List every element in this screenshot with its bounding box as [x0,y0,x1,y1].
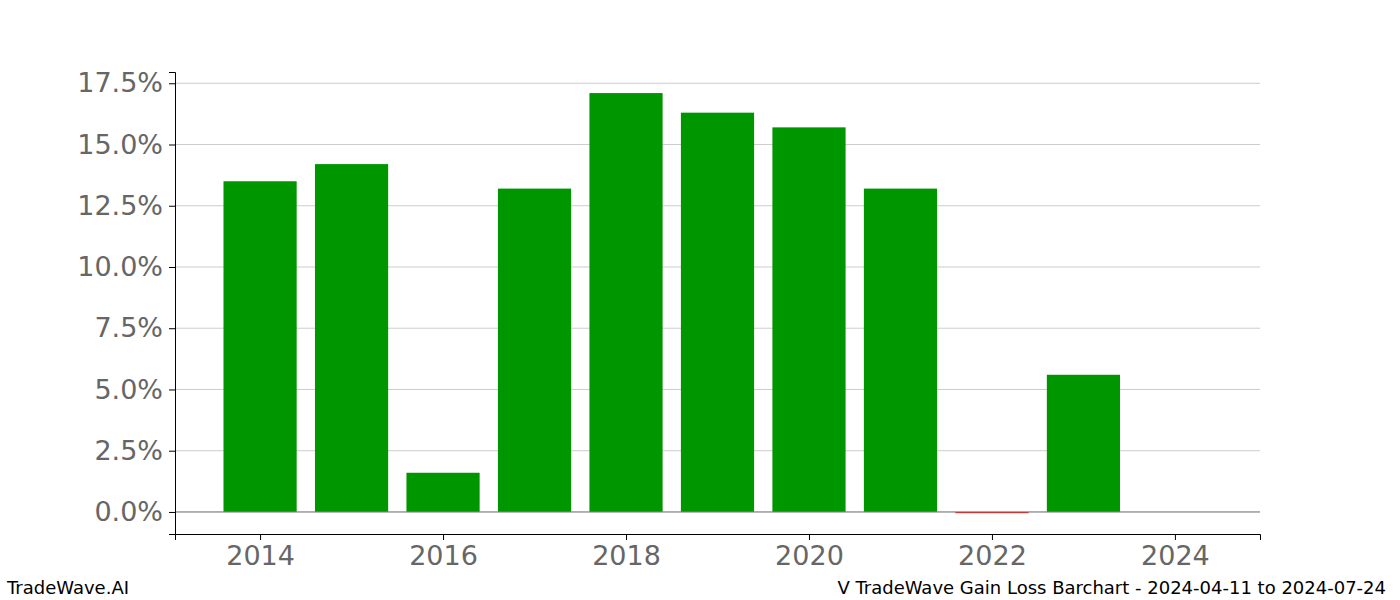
grid-line [175,511,1260,512]
x-axis: 2014 2016 2018 2020 2022 2024 [176,534,1261,571]
y-tick-label: 17.5% [77,67,163,98]
y-tick-label: 0.0% [94,496,163,527]
y-axis-line [169,73,176,535]
y-tick: 15.0% [77,129,175,160]
bar [589,93,662,512]
x-tick-label: 2022 [958,540,1027,571]
y-tick: 10.0% [77,251,175,282]
y-tick: 2.5% [94,435,175,466]
bar [1047,375,1120,512]
y-tick-label: 15.0% [77,129,163,160]
bar [864,189,937,512]
x-tick: 2024 [1141,534,1210,571]
x-tick-mark [626,534,627,540]
x-tick-label: 2016 [409,540,478,571]
y-tick-mark [169,451,175,452]
grid-line [175,83,1260,84]
x-tick-label: 2014 [226,540,295,571]
x-axis-line [176,535,1261,541]
chart: 0.0% 2.5% 5.0% 7.5% 10.0% 12.5% 15.0% 17.5% 2014… [0,0,1400,600]
y-tick: 7.5% [94,312,175,343]
x-tick-label: 2018 [592,540,661,571]
y-tick-mark [169,83,175,84]
y-tick-label: 10.0% [77,251,163,282]
x-tick-mark [809,534,810,540]
bar [406,473,479,512]
y-tick: 0.0% [94,496,175,527]
x-tick-label: 2020 [775,540,844,571]
y-tick-mark [169,267,175,268]
y-tick-mark [169,512,175,513]
y-tick: 12.5% [77,190,175,221]
x-tick-mark [260,534,261,540]
y-tick: 5.0% [94,374,175,405]
x-tick-mark [992,534,993,540]
y-tick-label: 7.5% [94,312,163,343]
zero-line [175,511,1260,512]
bar [681,113,754,512]
y-tick-mark [169,328,175,329]
grid [175,83,1260,512]
bar [315,164,388,512]
x-tick: 2022 [958,534,1027,571]
y-tick-mark [169,389,175,390]
y-axis: 0.0% 2.5% 5.0% 7.5% 10.0% 12.5% 15.0% 17.5% [77,67,175,534]
y-tick: 17.5% [77,67,175,98]
bar [223,181,296,512]
x-tick: 2018 [592,534,661,571]
x-tick: 2016 [409,534,478,571]
y-tick-label: 5.0% [94,374,163,405]
bar [772,127,845,512]
y-tick-mark [169,145,175,146]
y-tick-mark [169,206,175,207]
bars [223,93,1120,513]
x-tick: 2020 [775,534,844,571]
title: V TradeWave Gain Loss Barchart - 2024-04… [837,577,1386,598]
x-tick-mark [1175,534,1176,540]
bar [498,189,571,512]
x-tick-mark [443,534,444,540]
x-tick-label: 2024 [1141,540,1210,571]
y-tick-label: 2.5% [94,435,163,466]
x-tick: 2014 [226,534,295,571]
y-tick-label: 12.5% [77,190,163,221]
annotation: TradeWave.AI [6,577,129,598]
